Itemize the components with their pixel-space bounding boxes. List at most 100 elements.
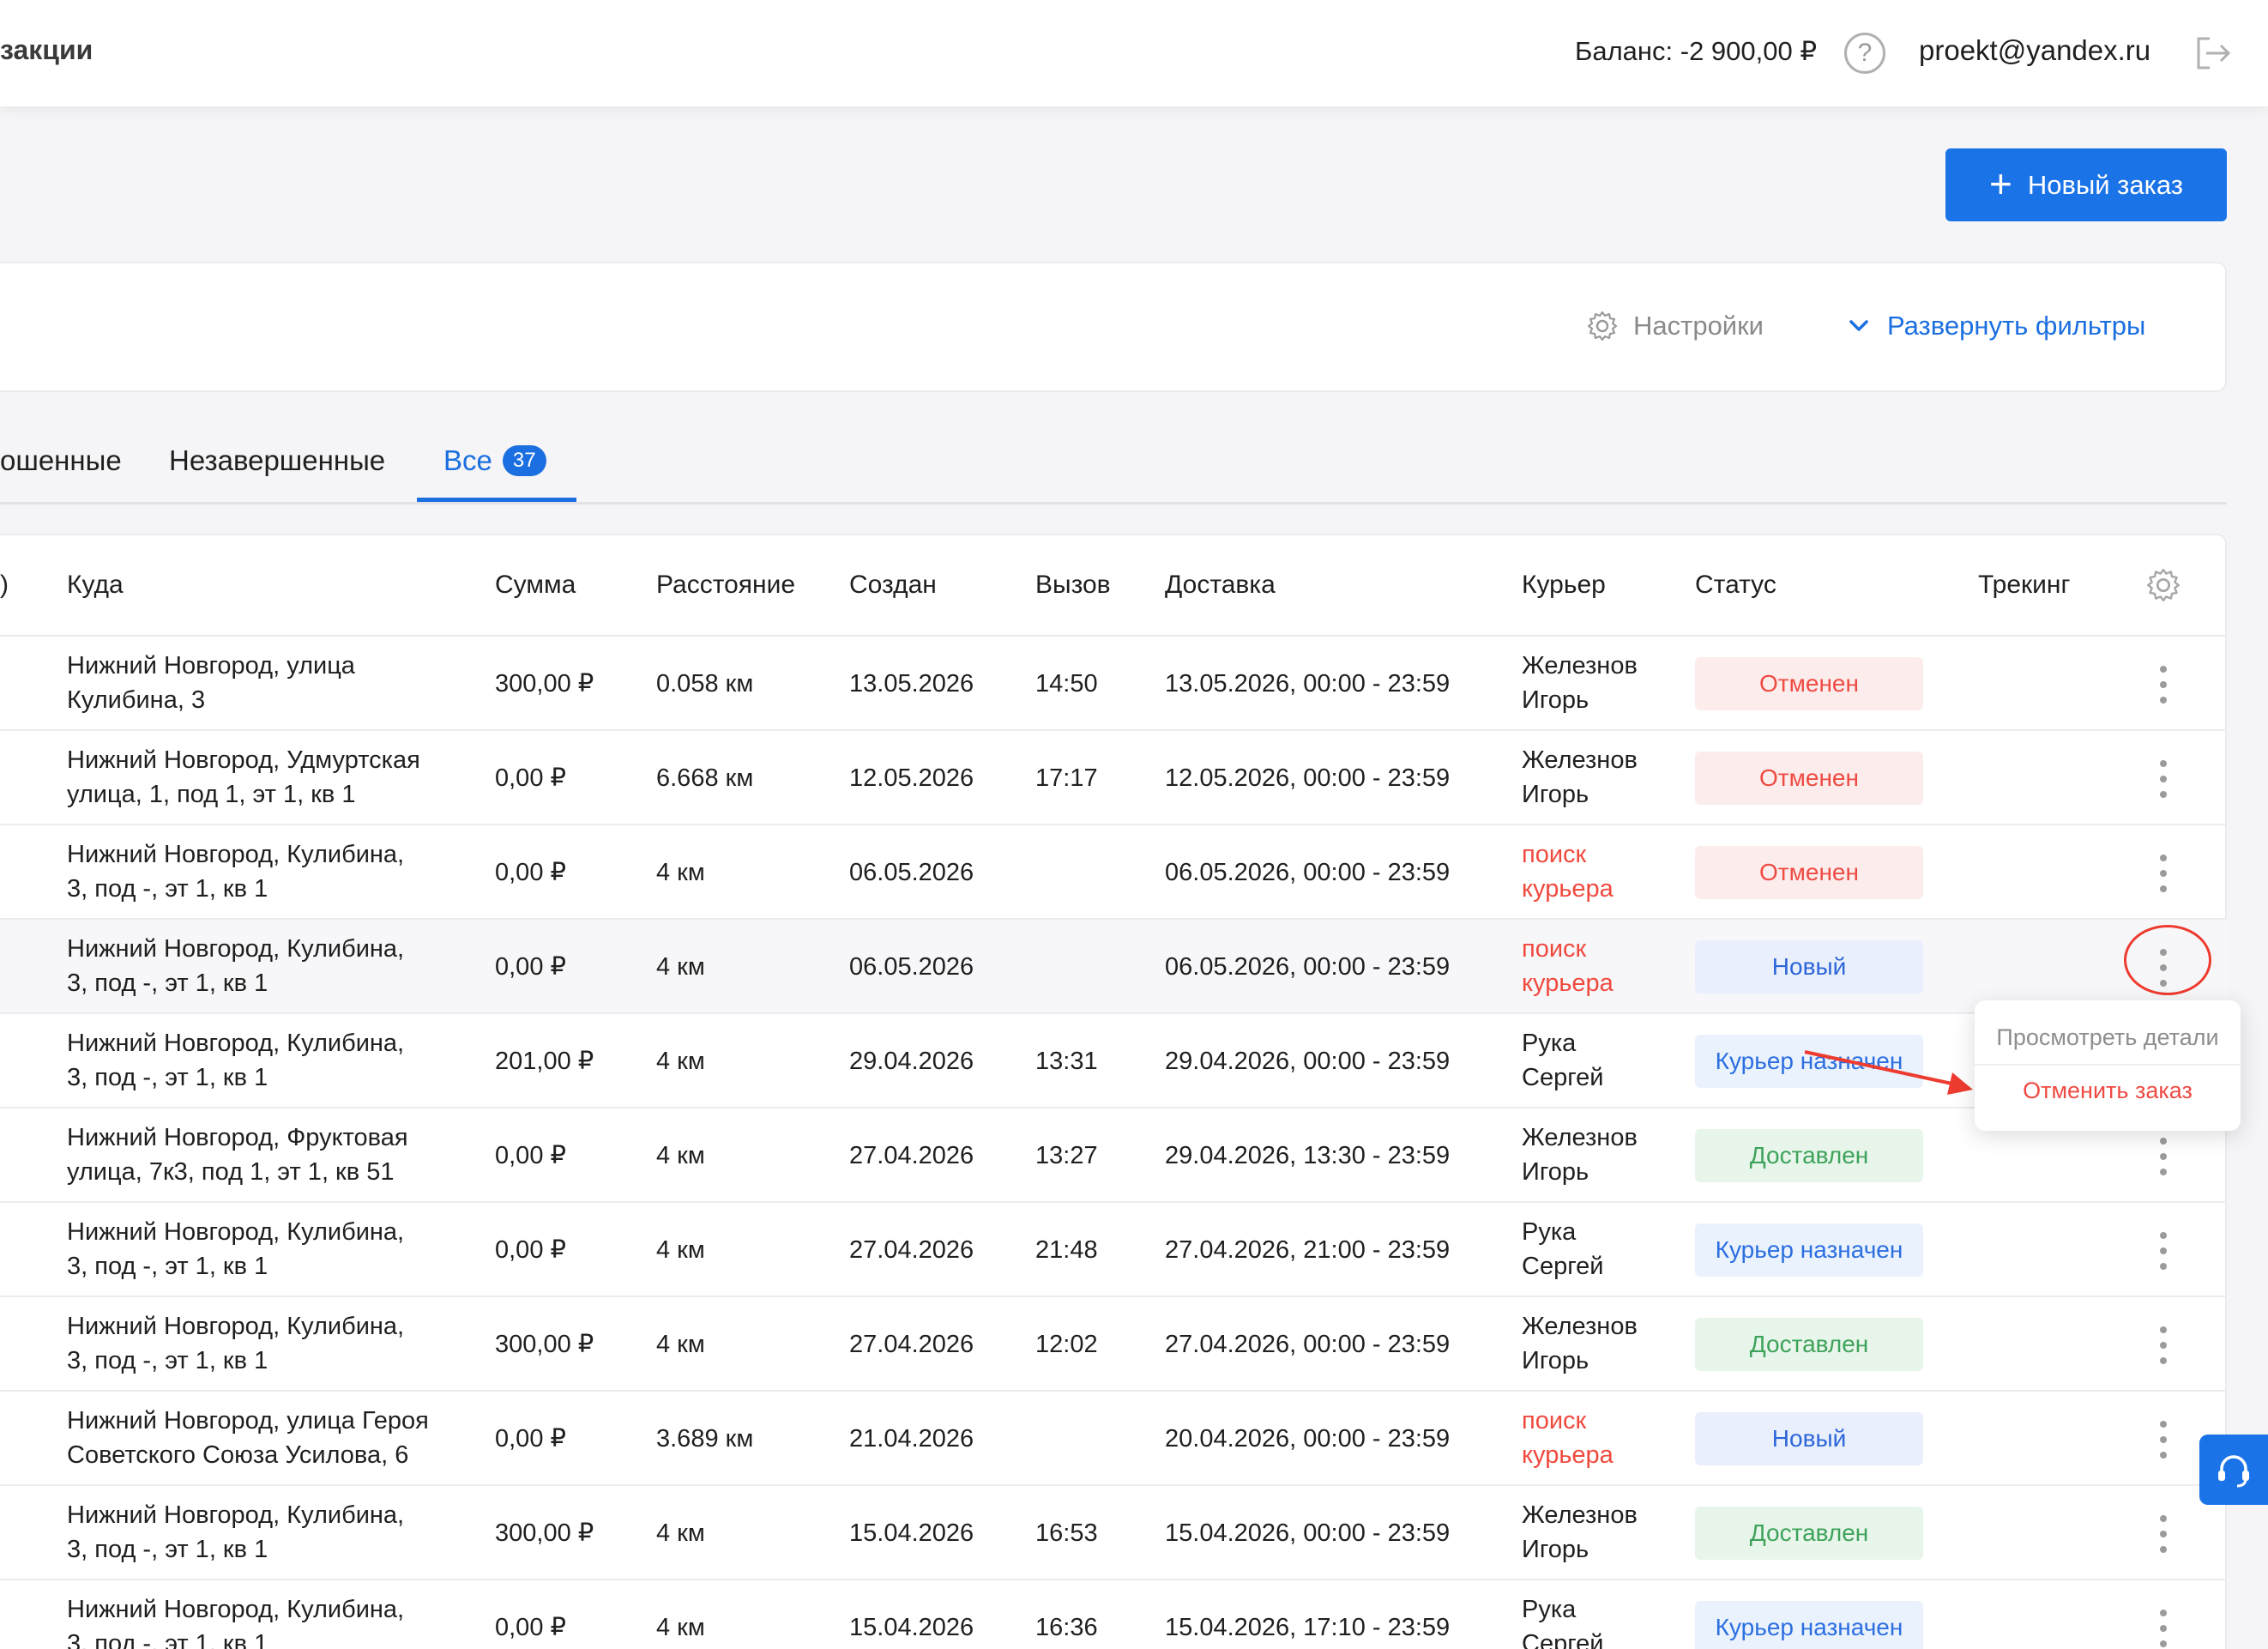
- kebab-menu-icon[interactable]: [2155, 666, 2172, 704]
- column-header-created[interactable]: Создан: [849, 571, 937, 599]
- cell-courier: Рука Сергей: [1522, 1592, 1603, 1649]
- table-row[interactable]: Нижний Новгород, улица Кулибина, 3 300,00 …: [0, 635, 2227, 729]
- status-badge: Новый: [1695, 1412, 1923, 1465]
- kebab-menu-icon[interactable]: [2155, 1610, 2172, 1647]
- cell-destination: Нижний Новгород, Фруктовая улица, 7к3, по…: [67, 1120, 408, 1189]
- new-order-label: Новый заказ: [2027, 169, 2183, 200]
- table-row[interactable]: Нижний Новгород, Кулибина, 3, под -, эт 1…: [0, 1201, 2227, 1296]
- cell-destination: Нижний Новгород, Кулибина, 3, под -, эт 1…: [67, 1215, 404, 1284]
- kebab-menu-icon[interactable]: [2155, 1326, 2172, 1364]
- cell-sum: 201,00 ₽: [495, 1048, 594, 1075]
- column-header-sum[interactable]: Сумма: [495, 571, 576, 599]
- new-order-button[interactable]: + Новый заказ: [1945, 148, 2227, 221]
- view-details-menu-item[interactable]: Просмотреть детали: [1996, 1024, 2219, 1050]
- headset-icon: [2218, 1455, 2249, 1488]
- table-row[interactable]: Нижний Новгород, Удмуртская улица, 1, под…: [0, 729, 2227, 824]
- column-header-tracking[interactable]: Трекинг: [1978, 571, 2071, 599]
- table-row[interactable]: Нижний Новгород, Кулибина, 3, под -, эт 1…: [0, 824, 2227, 918]
- kebab-menu-icon[interactable]: [2155, 1421, 2172, 1459]
- status-badge: Новый: [1695, 940, 1923, 994]
- cell-created: 06.05.2026: [849, 859, 974, 886]
- gear-icon: [1587, 311, 1618, 341]
- cell-distance: 4 км: [656, 1142, 705, 1169]
- courier-line-1: поиск: [1522, 841, 1587, 868]
- status-badge: Отменен: [1695, 657, 1923, 710]
- cell-delivery: 29.04.2026, 13:30 - 23:59: [1165, 1142, 1451, 1169]
- kebab-menu-icon[interactable]: [2155, 1138, 2172, 1175]
- destination-line-1: Нижний Новгород, Кулибина,: [67, 1313, 405, 1340]
- cell-courier: поиск курьера: [1522, 1404, 1614, 1472]
- courier-line-2: курьера: [1522, 875, 1614, 903]
- table-settings-gear-icon[interactable]: [2146, 568, 2181, 602]
- kebab-menu-icon[interactable]: [2155, 1515, 2172, 1553]
- destination-line-1: Нижний Новгород, улица Героя: [67, 1407, 429, 1435]
- cell-distance: 6.668 км: [656, 764, 754, 792]
- logout-icon[interactable]: [2194, 36, 2232, 70]
- destination-line-1: Нижний Новгород, Кулибина,: [67, 935, 405, 963]
- courier-line-1: Железнов: [1522, 652, 1638, 680]
- column-header-courier[interactable]: Курьер: [1522, 571, 1606, 599]
- cell-call: 16:53: [1035, 1519, 1098, 1547]
- help-icon[interactable]: ?: [1844, 33, 1885, 74]
- expand-filters-label: Развернуть фильтры: [1887, 311, 2146, 341]
- table-row[interactable]: Нижний Новгород, Фруктовая улица, 7к3, по…: [0, 1107, 2227, 1201]
- column-header-call[interactable]: Вызов: [1035, 571, 1111, 599]
- courier-line-2: Игорь: [1522, 1536, 1589, 1563]
- column-header-delivery[interactable]: Доставка: [1165, 571, 1276, 599]
- kebab-menu-icon[interactable]: [2155, 760, 2172, 798]
- table-row[interactable]: Нижний Новгород, Кулибина, 3, под -, эт 1…: [0, 1484, 2227, 1579]
- cell-distance: 4 км: [656, 1331, 705, 1358]
- cell-courier: Железнов Игорь: [1522, 1498, 1638, 1567]
- cell-distance: 4 км: [656, 1048, 705, 1075]
- user-email[interactable]: proekt@yandex.ru: [1919, 34, 2151, 66]
- table-row[interactable]: Нижний Новгород, Кулибина, 3, под -, эт 1…: [0, 918, 2227, 1012]
- destination-line-2: 3, под -, эт 1, кв 1: [67, 1536, 268, 1563]
- cell-sum: 300,00 ₽: [495, 1519, 594, 1547]
- cell-sum: 0,00 ₽: [495, 1614, 566, 1641]
- cell-created: 27.04.2026: [849, 1236, 974, 1264]
- support-chat-button[interactable]: [2199, 1435, 2268, 1505]
- cell-delivery: 06.05.2026, 00:00 - 23:59: [1165, 953, 1451, 981]
- cell-destination: Нижний Новгород, Удмуртская улица, 1, под…: [67, 743, 420, 812]
- tab-incomplete[interactable]: Незавершенные: [169, 444, 386, 476]
- kebab-menu-icon[interactable]: [2155, 855, 2172, 892]
- table-row[interactable]: Нижний Новгород, Кулибина, 3, под -, эт 1…: [0, 1012, 2227, 1107]
- kebab-menu-icon[interactable]: [2155, 1232, 2172, 1270]
- settings-link[interactable]: Настройки: [1587, 311, 1764, 341]
- expand-filters-link[interactable]: Развернуть фильтры: [1849, 311, 2145, 341]
- table-row[interactable]: Нижний Новгород, Кулибина, 3, под -, эт 1…: [0, 1296, 2227, 1390]
- courier-line-1: поиск: [1522, 1407, 1587, 1435]
- tab-completed[interactable]: ошенные: [0, 444, 122, 476]
- cell-courier: Железнов Игорь: [1522, 649, 1638, 717]
- red-arrow-icon: [1804, 1050, 1973, 1095]
- courier-line-2: Сергей: [1522, 1253, 1604, 1280]
- destination-line-2: 3, под -, эт 1, кв 1: [67, 1347, 268, 1374]
- highlight-circle: [2124, 925, 2211, 995]
- tab-all[interactable]: Все 37: [443, 444, 546, 477]
- column-header-distance[interactable]: Расстояние: [656, 571, 796, 599]
- active-tab-indicator: [417, 498, 576, 502]
- cell-created: 15.04.2026: [849, 1519, 974, 1547]
- courier-line-1: Железнов: [1522, 1313, 1638, 1340]
- destination-line-1: Нижний Новгород, улица: [67, 652, 355, 680]
- destination-line-1: Нижний Новгород, Кулибина,: [67, 1218, 405, 1246]
- cell-created: 06.05.2026: [849, 953, 974, 981]
- courier-line-2: Сергей: [1522, 1630, 1604, 1649]
- cancel-order-menu-item[interactable]: Отменить заказ: [2023, 1078, 2193, 1103]
- column-header-to[interactable]: Куда: [67, 571, 124, 599]
- cell-created: 15.04.2026: [849, 1614, 974, 1641]
- table-row[interactable]: Нижний Новгород, улица Героя Советского С…: [0, 1390, 2227, 1484]
- destination-line-2: 3, под -, эт 1, кв 1: [67, 969, 268, 997]
- cell-created: 27.04.2026: [849, 1331, 974, 1358]
- cell-sum: 0,00 ₽: [495, 1142, 566, 1169]
- cell-delivery: 27.04.2026, 21:00 - 23:59: [1165, 1236, 1451, 1264]
- cell-courier: Рука Сергей: [1522, 1215, 1603, 1284]
- cell-delivery: 15.04.2026, 17:10 - 23:59: [1165, 1614, 1451, 1641]
- cell-delivery: 29.04.2026, 00:00 - 23:59: [1165, 1048, 1451, 1075]
- cell-destination: Нижний Новгород, Кулибина, 3, под -, эт 1…: [67, 1592, 404, 1649]
- cell-distance: 4 км: [656, 1614, 705, 1641]
- column-header-status[interactable]: Статус: [1695, 571, 1776, 599]
- cell-distance: 0.058 км: [656, 670, 754, 698]
- table-row[interactable]: Нижний Новгород, Кулибина, 3, под -, эт 1…: [0, 1579, 2227, 1649]
- status-badge: Доставлен: [1695, 1318, 1923, 1371]
